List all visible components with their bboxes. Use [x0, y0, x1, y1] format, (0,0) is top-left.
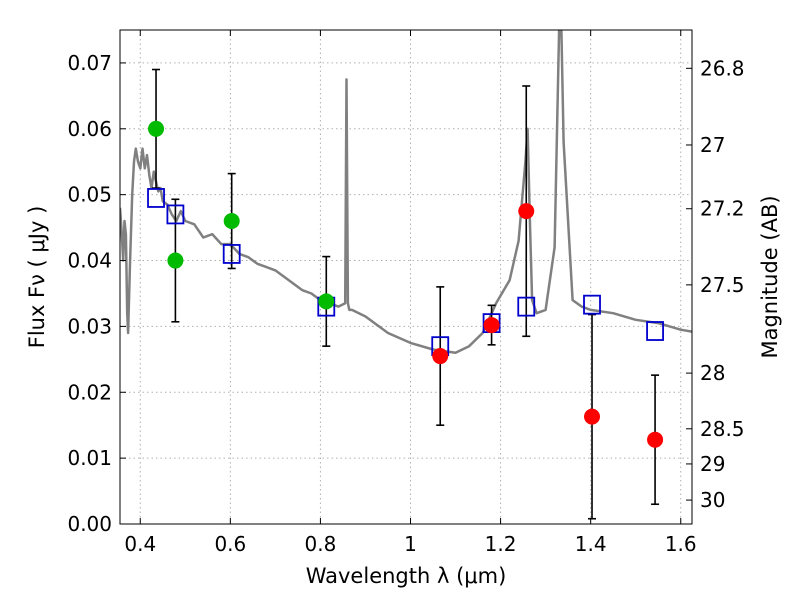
y-tick-label: 0.03 [67, 314, 112, 338]
mag-tick-label: 30 [700, 488, 725, 512]
mag-tick-label: 27 [700, 133, 725, 157]
model-photometry-square [147, 188, 165, 208]
model-photometry-square [583, 294, 601, 315]
model-photometry-square [517, 296, 536, 317]
observed-flux-point [483, 317, 500, 334]
model-photometry-square [166, 204, 185, 225]
y-tick-label: 0.02 [67, 380, 112, 404]
observed-flux-point [647, 431, 664, 448]
tick-layer: 0.4 0.6 0.8 1 1.2 1.4 1.6 0.00 0.01 0.02 0.03 0.04 0… [67, 30, 745, 556]
plot-frame [119, 29, 693, 525]
mag-tick-label: 28 [700, 361, 725, 385]
observed-flux-point [167, 252, 184, 269]
mag-tick-label: 28.5 [700, 417, 745, 441]
x-tick-label: 0.8 [305, 532, 337, 556]
y-tick-label: 0.04 [67, 249, 112, 273]
observed-flux-point [432, 348, 449, 365]
x-tick-label: 1 [404, 532, 417, 556]
observed-flux-point [584, 408, 601, 425]
y-axis-label: Flux Fν ( μJy ) [25, 206, 49, 349]
x-tick-label: 1.2 [485, 532, 517, 556]
plot-layer [120, 30, 692, 520]
observed-flux-point [148, 120, 165, 137]
y-tick-label: 0.00 [67, 512, 112, 536]
model-photometry-square [646, 321, 664, 341]
mag-tick-label: 26.8 [700, 56, 745, 80]
x-tick-label: 1.6 [665, 532, 697, 556]
y-tick-label: 0.05 [67, 183, 112, 207]
model-photometry-square [222, 244, 241, 264]
y2-axis-label: Magnitude (AB) [758, 195, 782, 358]
observed-flux-point [318, 293, 335, 310]
mag-tick-label: 27.2 [700, 197, 745, 221]
observed-flux-point [518, 203, 535, 220]
model-sed-line [120, 30, 692, 354]
x-tick-label: 0.4 [124, 532, 156, 556]
x-tick-label: 0.6 [214, 532, 246, 556]
y-tick-label: 0.07 [67, 51, 112, 75]
mag-tick-label: 29 [700, 452, 725, 476]
observed-flux-point [223, 213, 240, 230]
y-tick-label: 0.01 [67, 446, 112, 470]
x-axis-label: Wavelength λ (μm) [306, 564, 507, 588]
mag-tick-label: 27.5 [700, 273, 745, 297]
y-tick-label: 0.06 [67, 117, 112, 141]
x-tick-label: 1.4 [575, 532, 607, 556]
